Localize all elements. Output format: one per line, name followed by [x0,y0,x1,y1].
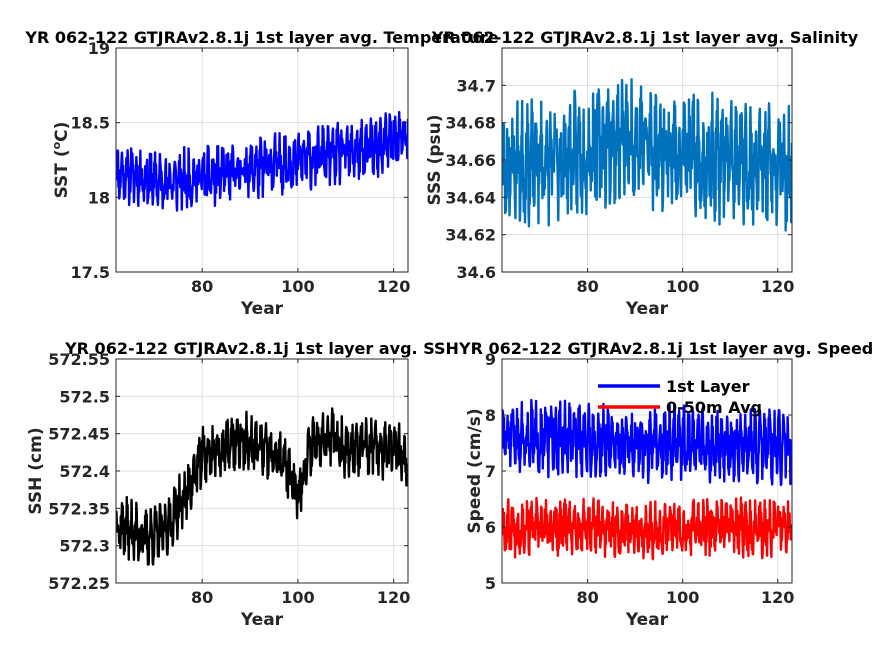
y-tick-label: 8 [485,406,496,425]
chart-title: YR 062-122 GTJRAv2.8.1j 1st layer avg. T… [24,28,498,47]
series-line-0 [116,110,408,212]
x-tick-label: 80 [191,277,213,296]
y-tick-label: 572.45 [48,425,110,444]
y-tick-label: 34.66 [445,151,496,170]
y-tick-label: 18 [88,188,110,207]
x-tick-label: 120 [377,588,410,607]
y-tick-label: 572.35 [48,499,110,518]
series-line-0 [502,398,792,487]
x-tick-label: 120 [761,277,794,296]
x-axis-label: Year [625,299,669,319]
y-axis-label: Speed (cm/s) [465,408,485,533]
x-tick-label: 100 [281,277,314,296]
chart-title: YR 062-122 GTJRAv2.8.1j 1st layer avg. S… [458,339,873,358]
series-line-0 [502,78,792,232]
x-tick-label: 100 [666,277,699,296]
x-tick-label: 120 [377,277,410,296]
x-axis-label: Year [240,610,284,630]
y-axis-label-part: SST ( [52,149,72,198]
ssh-panel: 80 100 120 572.25 572.3 572.35 572.4 572.45 572.… [26,339,459,630]
y-tick-label: 34.64 [445,188,496,207]
temperature-panel: 80 100 120 17.5 18 18.5 19 Year SST (oC) YR 062-1… [24,28,498,319]
y-tick-label: 7 [485,462,496,481]
y-tick-label: 34.6 [457,263,496,282]
series-line-0 [116,407,408,566]
y-tick-label: 572.55 [48,350,110,369]
y-tick-label: 6 [485,518,496,537]
y-tick-label: 17.5 [71,263,110,282]
x-tick-label: 80 [576,277,598,296]
y-axis-label-part: C) [52,122,72,142]
x-axis-label: Year [625,610,669,630]
y-tick-label: 5 [485,574,496,593]
x-tick-label: 120 [761,588,794,607]
y-tick-label: 19 [88,39,110,58]
y-tick-label: 572.4 [59,462,110,481]
x-axis-label: Year [240,299,284,319]
y-tick-label: 572.5 [59,387,110,406]
x-tick-label: 80 [191,588,213,607]
chart-title: YR 062-122 GTJRAv2.8.1j 1st layer avg. S… [431,28,859,47]
y-tick-label: 572.25 [48,574,110,593]
speed-panel: 80 100 120 5 6 7 8 9 Year Speed (cm/s) 1st Layer 0-… [458,339,873,630]
y-tick-label: 34.62 [445,226,496,245]
y-axis-label-superscript: o [50,141,63,149]
chart-title: YR 062-122 GTJRAv2.8.1j 1st layer avg. S… [64,339,459,358]
y-axis-label: SSS (psu) [425,114,445,205]
legend-entry: 1st Layer [666,377,750,396]
x-tick-label: 100 [281,588,314,607]
axes-box [115,47,409,273]
series-line-1 [502,496,792,561]
salinity-panel: 80 100 120 34.6 34.62 34.64 34.66 34.68 34.7 Year… [425,28,859,319]
x-tick-label: 80 [576,588,598,607]
y-tick-label: 572.3 [59,537,110,556]
y-tick-label: 9 [485,350,496,369]
x-tick-label: 100 [666,588,699,607]
y-tick-label: 34.7 [457,76,496,95]
y-tick-label: 18.5 [71,114,110,133]
y-axis-label: SSH (cm) [26,427,46,514]
y-axis-label: SST (oC) [50,122,72,199]
legend-entry: 0-50m Avg [666,398,762,417]
y-tick-label: 34.68 [445,114,496,133]
